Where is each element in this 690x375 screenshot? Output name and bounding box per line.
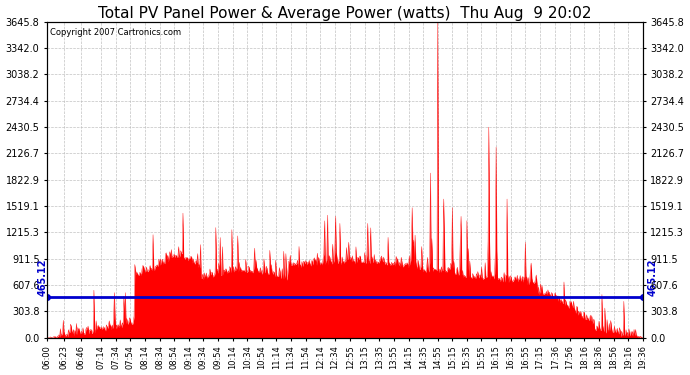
Text: Copyright 2007 Cartronics.com: Copyright 2007 Cartronics.com — [50, 28, 181, 37]
Text: 465.12: 465.12 — [648, 258, 658, 296]
Text: 465.12: 465.12 — [38, 258, 48, 296]
Title: Total PV Panel Power & Average Power (watts)  Thu Aug  9 20:02: Total PV Panel Power & Average Power (wa… — [98, 6, 592, 21]
